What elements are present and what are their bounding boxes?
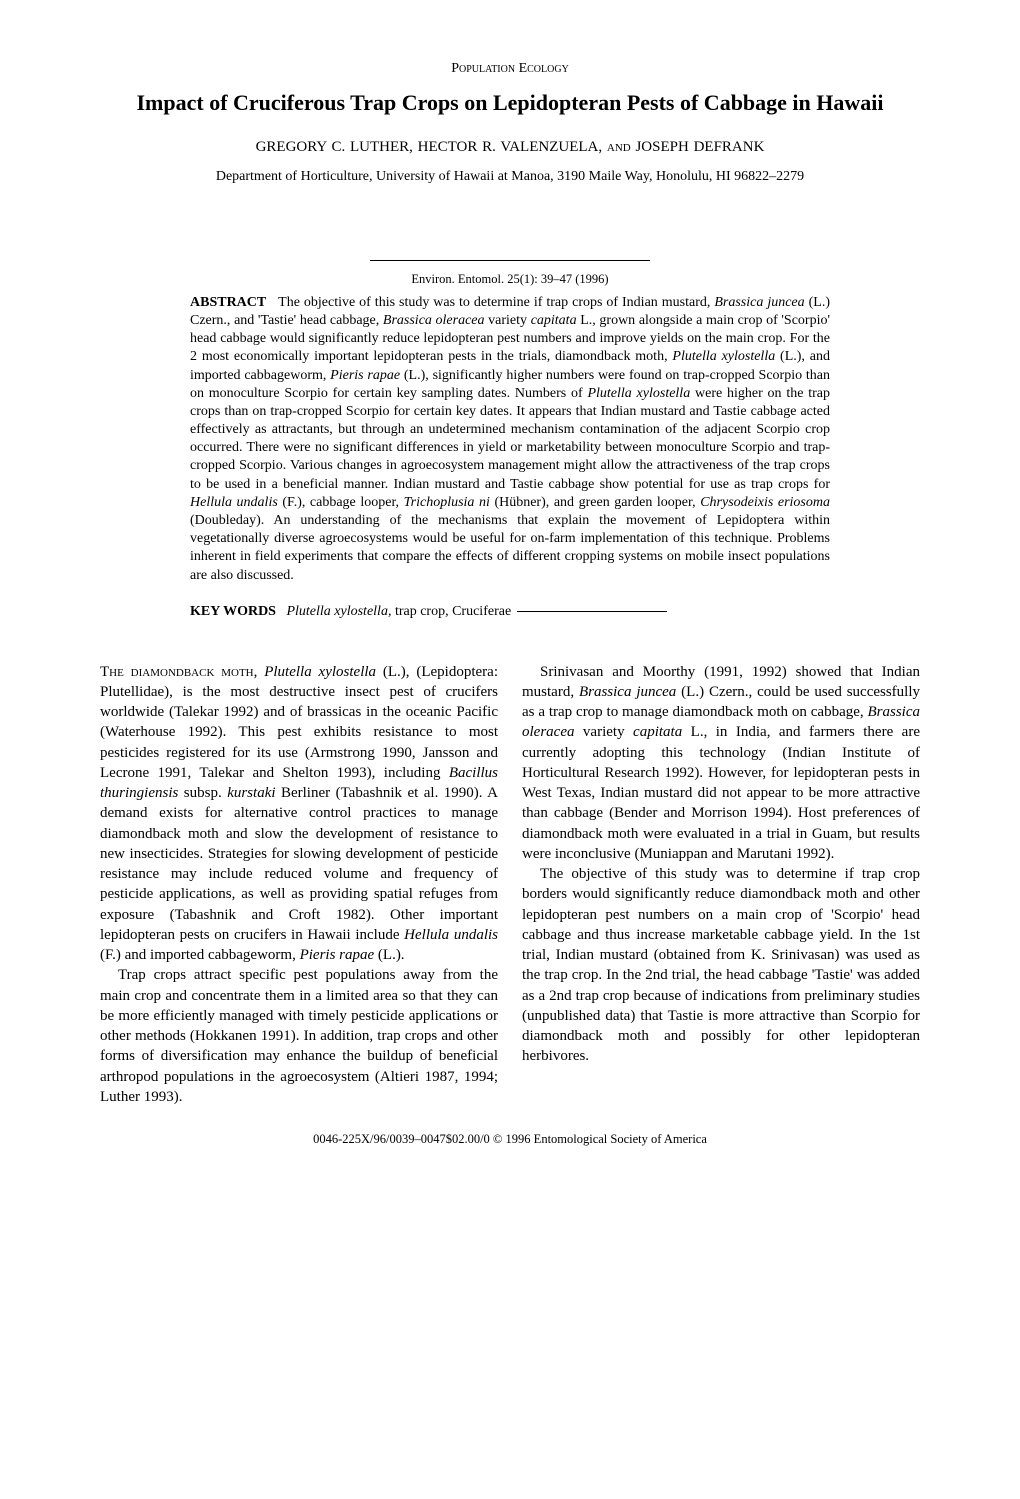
affiliation: Department of Horticulture, University o…: [100, 168, 920, 187]
body-p1: The diamondback moth, Plutella xylostell…: [100, 662, 498, 966]
authors-text: GREGORY C. LUTHER, HECTOR R. VALENZUELA,…: [256, 139, 765, 155]
keywords-label: KEY WORDS: [190, 604, 276, 619]
authors: GREGORY C. LUTHER, HECTOR R. VALENZUELA,…: [100, 137, 920, 157]
abstract-label: ABSTRACT: [190, 295, 266, 310]
body-p2: Trap crops attract specific pest populat…: [100, 965, 498, 1107]
citation: Environ. Entomol. 25(1): 39–47 (1996): [100, 271, 920, 288]
keywords: KEY WORDS Plutella xylostella, trap crop…: [190, 603, 830, 622]
paper-title: Impact of Cruciferous Trap Crops on Lepi…: [100, 89, 920, 118]
copyright: 0046-225X/96/0039–0047$02.00/0 © 1996 En…: [100, 1131, 920, 1148]
body-p4: The objective of this study was to deter…: [522, 864, 920, 1067]
section-label: Population Ecology: [100, 60, 920, 79]
top-rule: [100, 247, 920, 267]
keywords-rule: [517, 611, 667, 612]
body-p3: Srinivasan and Moorthy (1991, 1992) show…: [522, 662, 920, 865]
abstract: ABSTRACT The objective of this study was…: [190, 294, 830, 585]
body-text: The diamondback moth, Plutella xylostell…: [100, 662, 920, 1108]
